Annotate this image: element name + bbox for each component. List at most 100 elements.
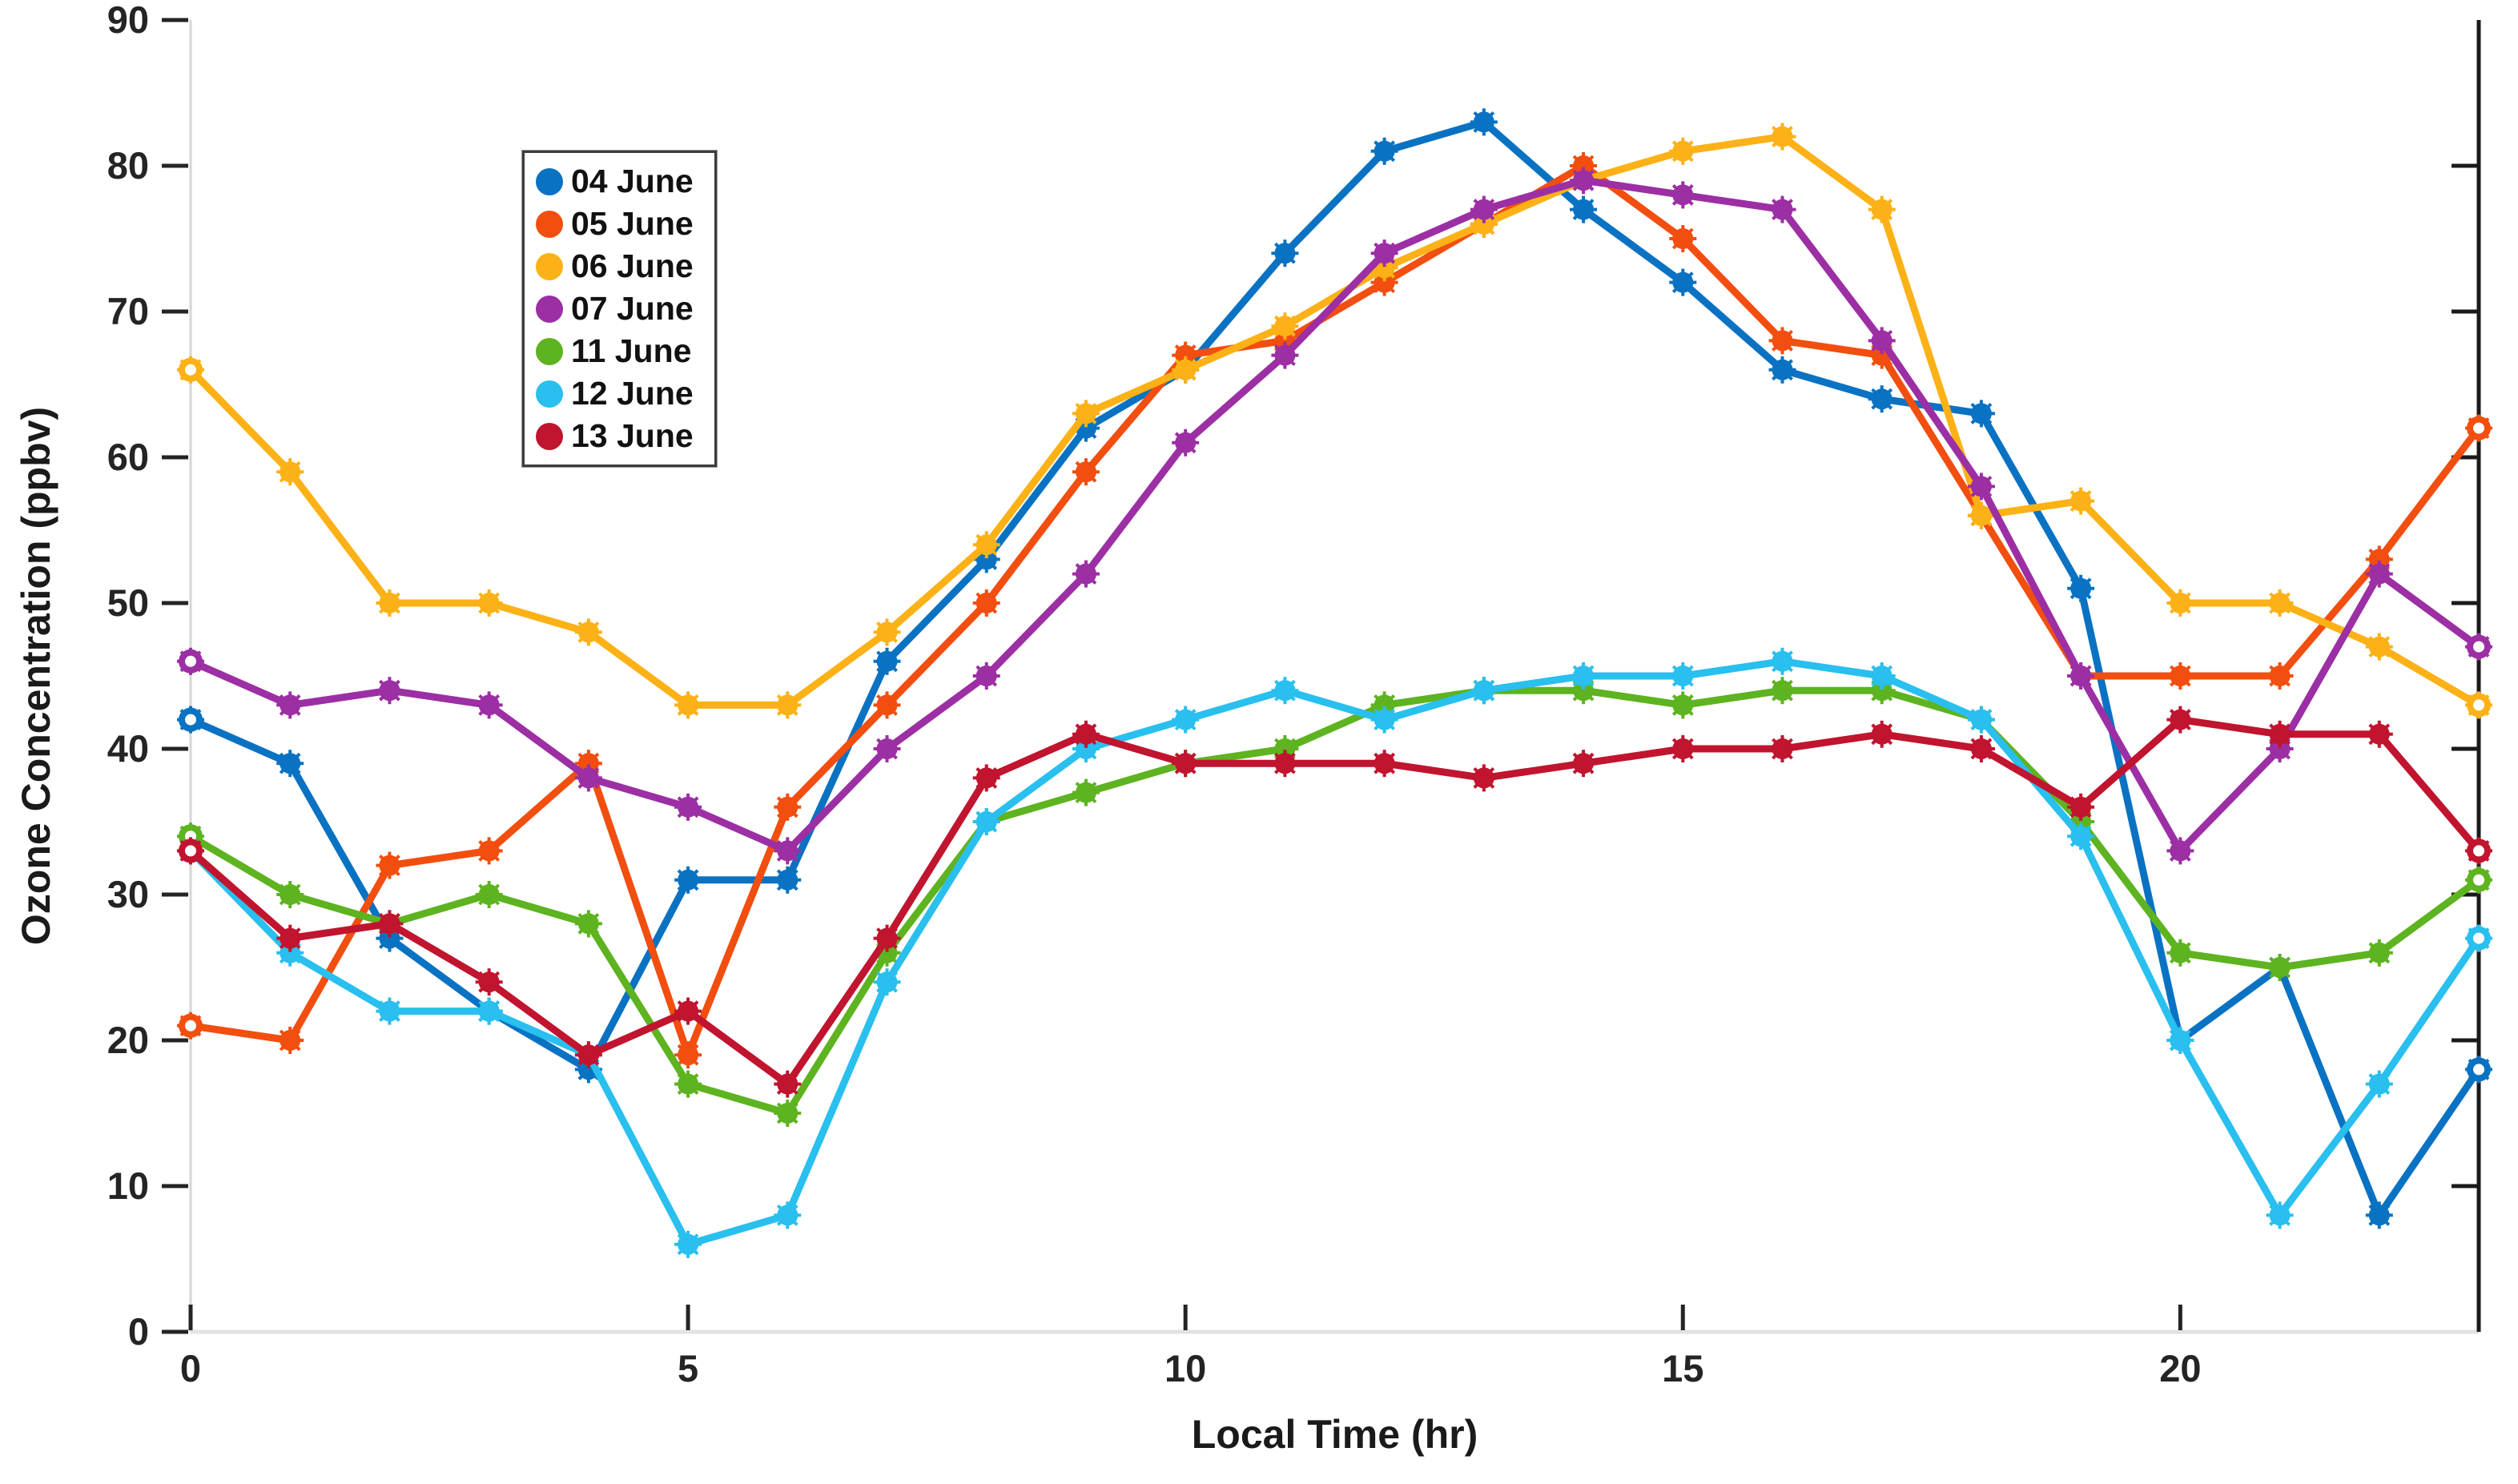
data-marker-open <box>2467 1057 2491 1082</box>
data-marker <box>2269 593 2291 613</box>
data-marker <box>280 694 301 716</box>
data-marker <box>678 1000 699 1022</box>
data-marker <box>478 840 500 862</box>
data-marker <box>1970 709 1992 730</box>
data-marker <box>280 884 301 905</box>
data-marker <box>1573 155 1595 176</box>
data-marker <box>975 767 997 789</box>
data-marker <box>2170 1030 2191 1051</box>
data-marker <box>478 694 500 716</box>
legend-item-04-June: 04 June <box>536 161 694 202</box>
data-marker <box>1175 709 1197 730</box>
legend-item-06-June: 06 June <box>536 246 694 287</box>
legend-label: 12 June <box>571 375 694 412</box>
data-marker-open <box>179 839 203 863</box>
y-tick-label: 90 <box>107 0 149 41</box>
legend-label: 13 June <box>571 417 694 454</box>
data-marker <box>478 971 500 993</box>
data-marker <box>1374 753 1395 774</box>
y-tick-label: 70 <box>107 290 149 332</box>
data-marker <box>478 1000 500 1022</box>
legend-label: 07 June <box>571 290 694 327</box>
data-marker <box>2170 942 2191 963</box>
data-marker <box>379 927 400 949</box>
legend-label: 04 June <box>571 163 694 199</box>
data-marker <box>777 1103 798 1124</box>
data-marker <box>777 796 798 818</box>
data-marker <box>280 927 301 949</box>
data-marker-open <box>179 357 203 382</box>
data-marker-open <box>179 707 203 732</box>
legend-marker-icon <box>536 210 563 238</box>
y-tick-label: 60 <box>107 436 149 478</box>
series-line-06-June <box>187 133 2483 709</box>
data-marker <box>1772 359 1793 380</box>
series-line-05-June <box>187 162 2483 1059</box>
data-marker <box>478 884 500 905</box>
data-marker <box>1772 680 1793 702</box>
data-marker <box>876 971 898 993</box>
series-line-07-June <box>187 176 2483 855</box>
data-marker <box>678 869 699 891</box>
data-marker <box>2269 666 2291 686</box>
data-marker <box>1175 753 1197 774</box>
data-marker <box>1970 476 1992 497</box>
data-marker <box>1772 738 1793 759</box>
data-marker-open <box>2467 634 2491 659</box>
data-marker <box>1672 738 1694 759</box>
y-tick-label: 10 <box>107 1164 149 1207</box>
data-marker <box>2368 563 2390 585</box>
data-marker <box>678 1233 699 1255</box>
data-marker-open <box>2467 693 2491 718</box>
data-marker <box>379 913 400 935</box>
data-marker <box>577 913 599 935</box>
data-marker <box>577 1044 599 1066</box>
data-marker <box>1274 243 1296 264</box>
data-marker <box>379 855 400 876</box>
data-marker <box>1374 694 1395 716</box>
data-marker <box>2368 636 2390 658</box>
data-marker <box>2070 490 2092 512</box>
data-marker <box>280 753 301 774</box>
series-line-04-June <box>187 118 2483 1219</box>
data-marker <box>2070 577 2092 599</box>
data-marker <box>1075 461 1096 483</box>
data-marker <box>577 621 599 643</box>
data-marker <box>1075 723 1096 745</box>
data-marker <box>1772 650 1793 672</box>
data-marker <box>2070 666 2092 686</box>
data-marker-open <box>2467 416 2491 440</box>
data-marker <box>1573 680 1595 702</box>
data-marker <box>1970 505 1992 526</box>
data-marker <box>1075 563 1096 585</box>
data-marker <box>1772 126 1793 147</box>
data-marker <box>478 593 500 613</box>
legend-label: 06 June <box>571 247 694 284</box>
data-marker <box>2368 549 2390 570</box>
data-marker <box>2368 942 2390 963</box>
data-marker <box>1374 271 1395 293</box>
data-marker <box>876 621 898 643</box>
data-marker <box>876 927 898 949</box>
legend-marker-icon <box>536 167 563 195</box>
data-marker <box>1672 271 1694 293</box>
legend: 04 June 05 June 06 June 07 June 11 June 12 Ju… <box>521 150 718 468</box>
series-line-11-June <box>187 686 2483 1117</box>
data-marker <box>1075 738 1096 759</box>
y-tick-label: 50 <box>107 581 149 624</box>
legend-label: 11 June <box>571 332 692 369</box>
data-marker <box>2269 738 2291 759</box>
data-marker <box>2170 709 2191 730</box>
data-marker <box>876 694 898 716</box>
data-marker <box>777 840 798 862</box>
data-marker <box>1473 213 1494 235</box>
data-marker <box>1573 753 1595 774</box>
data-marker <box>2269 1204 2291 1226</box>
data-marker <box>1075 403 1096 424</box>
data-marker <box>379 593 400 613</box>
data-marker <box>2269 723 2291 745</box>
legend-item-05-June: 05 June <box>536 203 694 244</box>
data-marker <box>1970 403 1992 424</box>
data-marker <box>975 593 997 613</box>
